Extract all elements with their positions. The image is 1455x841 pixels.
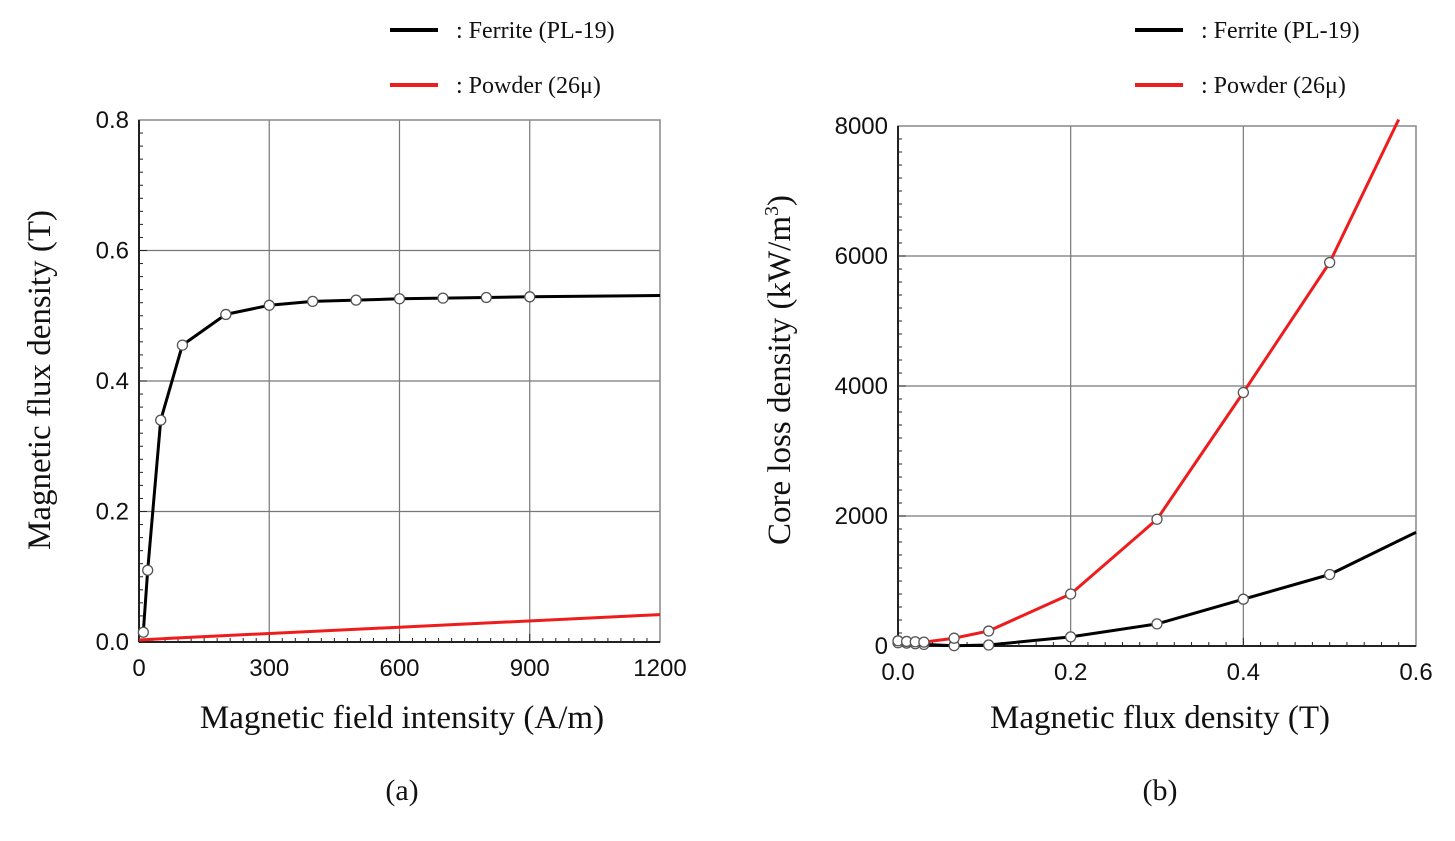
panel-label: (a)	[385, 774, 418, 807]
data-point	[983, 625, 995, 637]
x-axis-label: Magnetic flux density (T)	[990, 700, 1330, 736]
chart-panel-b: 0.0 0.2 0.4 0.6 0 2000 4000 6000 8000 : Ferrite (…	[761, 18, 1433, 807]
x-tick-label: 600	[379, 655, 419, 682]
y-tick-label: 0.0	[96, 629, 129, 656]
y-tick-label: 8000	[835, 113, 888, 140]
y-tick-label: 0.6	[96, 238, 129, 265]
y-axis-label: Core loss density (kW/m3)	[761, 195, 798, 545]
legend-label: : Ferrite (PL-19)	[456, 18, 615, 44]
data-point	[1065, 588, 1077, 600]
x-tick-label: 0.0	[881, 659, 914, 686]
chart-panel-a: 0 300 600 900 1200 0.0 0.2 0.4 0.6 0.8 : Ferrite (…	[22, 18, 687, 807]
data-point	[524, 291, 536, 303]
data-point	[1065, 631, 1077, 643]
data-point	[1324, 256, 1336, 269]
y-tick-label: 4000	[835, 373, 888, 400]
series-line-powder	[897, 118, 1401, 644]
x-tick-label: 0	[132, 655, 145, 682]
data-point	[350, 294, 362, 306]
x-tick-label: 300	[249, 655, 289, 682]
y-axis-label: Magnetic flux density (T)	[22, 210, 58, 550]
series-line-powder	[138, 613, 661, 642]
data-point	[1237, 593, 1249, 605]
data-point	[220, 308, 232, 321]
data-point	[437, 292, 449, 304]
data-point	[983, 639, 995, 651]
data-point	[176, 339, 189, 351]
legend-label: : Ferrite (PL-19)	[1201, 18, 1360, 44]
data-point	[137, 626, 149, 638]
data-point	[393, 293, 406, 305]
x-axis-label: Magnetic field intensity (A/m)	[200, 700, 604, 736]
y-tick-label: 0.4	[96, 368, 129, 395]
data-point	[307, 295, 319, 308]
data-point	[1151, 618, 1163, 630]
x-tick-label: 900	[510, 655, 550, 682]
legend-label: : Powder (26μ)	[1201, 73, 1346, 99]
x-tick-label: 0.4	[1227, 659, 1260, 686]
data-point	[263, 299, 275, 311]
data-point	[918, 636, 930, 648]
x-tick-label: 1200	[633, 655, 686, 682]
x-tick-label: 0.2	[1054, 659, 1087, 686]
data-point	[155, 414, 167, 426]
y-tick-label: 0.2	[96, 499, 129, 526]
panel-label: (b)	[1143, 774, 1178, 807]
data-point	[142, 564, 154, 576]
y-tick-label: 6000	[835, 243, 888, 270]
x-tick-label: 0.6	[1399, 659, 1432, 686]
data-point	[1151, 513, 1163, 525]
y-tick-label: 0	[875, 633, 888, 660]
y-tick-label: 0.8	[96, 107, 129, 134]
data-point	[1237, 386, 1249, 399]
legend-label: : Powder (26μ)	[456, 73, 601, 99]
data-point	[948, 632, 960, 644]
data-point	[1324, 568, 1336, 581]
y-tick-label: 2000	[835, 503, 888, 530]
series-line-ferrite	[141, 294, 661, 633]
data-point	[480, 291, 492, 304]
